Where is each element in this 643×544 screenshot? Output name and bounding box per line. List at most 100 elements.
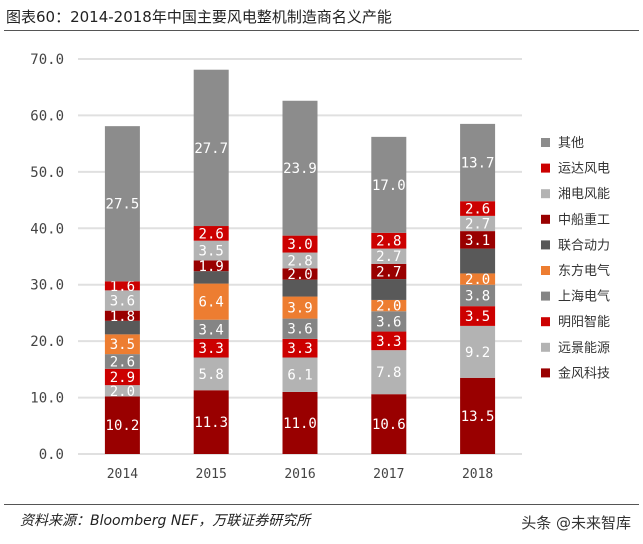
bar-segment — [371, 331, 407, 351]
bar-segment — [104, 320, 140, 335]
bar-segment — [371, 299, 407, 312]
bar-segment — [282, 391, 318, 454]
legend-swatch — [541, 214, 550, 224]
data-label: 3.0 — [287, 237, 312, 253]
bar-segment — [282, 100, 318, 236]
bar-segment — [460, 284, 496, 307]
legend-label: 远景能源 — [558, 341, 610, 356]
data-label: 5.8 — [199, 367, 224, 383]
data-label: 3.3 — [287, 341, 312, 357]
bar-segment — [371, 350, 407, 395]
y-tick-label: 10.0 — [30, 391, 64, 407]
y-tick-label: 30.0 — [30, 278, 64, 294]
bar-segment — [104, 281, 140, 291]
data-label: 3.3 — [199, 341, 224, 357]
bar-segment — [104, 368, 140, 386]
bar-segment — [193, 338, 229, 358]
bar-segment — [371, 136, 407, 233]
bar-segment — [460, 306, 496, 326]
y-tick-label: 20.0 — [30, 334, 64, 350]
legend-swatch — [541, 342, 550, 352]
bar-segment — [104, 354, 140, 369]
y-tick-label: 60.0 — [30, 108, 64, 124]
bar-segment — [460, 377, 496, 454]
y-tick-label: 50.0 — [30, 165, 64, 181]
data-label: 9.2 — [465, 345, 490, 361]
bar-segment — [193, 390, 229, 454]
x-tick-label: 2014 — [107, 467, 138, 482]
legend-label: 上海电气 — [558, 289, 610, 305]
data-label: 3.5 — [465, 309, 490, 325]
bar-segment — [104, 334, 140, 355]
data-label: 7.8 — [376, 365, 401, 381]
legend-swatch — [541, 189, 550, 199]
x-tick-label: 2016 — [284, 467, 315, 482]
watermark: 头条 @未来智库 — [521, 514, 631, 532]
legend-label: 运达风电 — [558, 162, 610, 177]
bar-segment — [282, 279, 318, 297]
data-label: 2.0 — [287, 267, 312, 283]
bar-segment — [460, 123, 496, 202]
data-label: 3.5 — [110, 337, 135, 353]
bar-segment — [371, 311, 407, 332]
data-label: 17.0 — [372, 178, 406, 194]
data-label: 3.8 — [465, 288, 490, 304]
data-label: 2.6 — [465, 202, 490, 218]
bar-segment — [460, 248, 496, 274]
legend-swatch — [541, 266, 550, 275]
bar-segment — [460, 231, 496, 249]
bar-segment — [282, 252, 318, 269]
data-label: 23.9 — [283, 161, 317, 177]
data-label: 2.0 — [110, 384, 135, 400]
bar-segment — [371, 248, 407, 264]
data-label: 6.1 — [287, 368, 312, 384]
data-label: 27.7 — [194, 141, 228, 157]
data-label: 2.0 — [376, 299, 401, 315]
data-label: 2.9 — [110, 370, 135, 386]
data-label: 11.0 — [283, 416, 317, 432]
legend-label: 其他 — [558, 136, 584, 151]
bar-segment — [282, 357, 318, 392]
legend-swatch — [541, 138, 550, 147]
stacked-bar-chart: 0.010.020.030.040.050.060.070.010.22.02.… — [30, 52, 610, 482]
footer-rule — [4, 504, 639, 505]
bar-segment — [104, 290, 140, 311]
data-label: 2.8 — [376, 234, 401, 250]
x-tick-label: 2015 — [196, 467, 227, 482]
y-tick-label: 70.0 — [30, 52, 64, 68]
bar-segment — [282, 338, 318, 358]
title-rule — [4, 30, 639, 31]
data-label: 27.5 — [106, 197, 140, 213]
data-label: 3.9 — [287, 301, 312, 317]
x-tick-label: 2017 — [373, 467, 404, 482]
bar-segment — [460, 273, 496, 285]
data-label: 3.6 — [110, 294, 135, 310]
bar-segment — [193, 283, 229, 320]
data-label: 10.2 — [106, 418, 140, 434]
data-label: 2.6 — [110, 354, 135, 370]
bar-segment — [104, 385, 140, 397]
bar-segment — [371, 263, 407, 280]
bar-segment — [104, 396, 140, 454]
bar-segment — [193, 357, 229, 391]
bar-segment — [193, 271, 229, 284]
bar-segment — [193, 69, 229, 227]
legend-label: 联合动力 — [558, 238, 610, 253]
data-label: 1.8 — [110, 309, 135, 325]
bar-segment — [193, 226, 229, 241]
legend-label: 湘电风能 — [558, 187, 610, 202]
data-label: 3.5 — [199, 244, 224, 260]
y-tick-label: 0.0 — [39, 447, 64, 463]
bar-segment — [282, 268, 318, 280]
legend-swatch — [541, 368, 550, 378]
legend-label: 中船重工 — [558, 212, 610, 228]
data-label: 2.6 — [199, 226, 224, 242]
data-label: 13.5 — [461, 409, 495, 425]
bar-segment — [104, 126, 140, 282]
bar-segment — [460, 325, 496, 378]
bar-segment — [371, 232, 407, 249]
figure-title: 图表60：2014-2018年中国主要风电整机制造商名义产能 — [6, 8, 392, 26]
data-label: 3.6 — [376, 314, 401, 330]
data-label: 1.9 — [199, 259, 224, 275]
data-label: 3.3 — [376, 334, 401, 350]
